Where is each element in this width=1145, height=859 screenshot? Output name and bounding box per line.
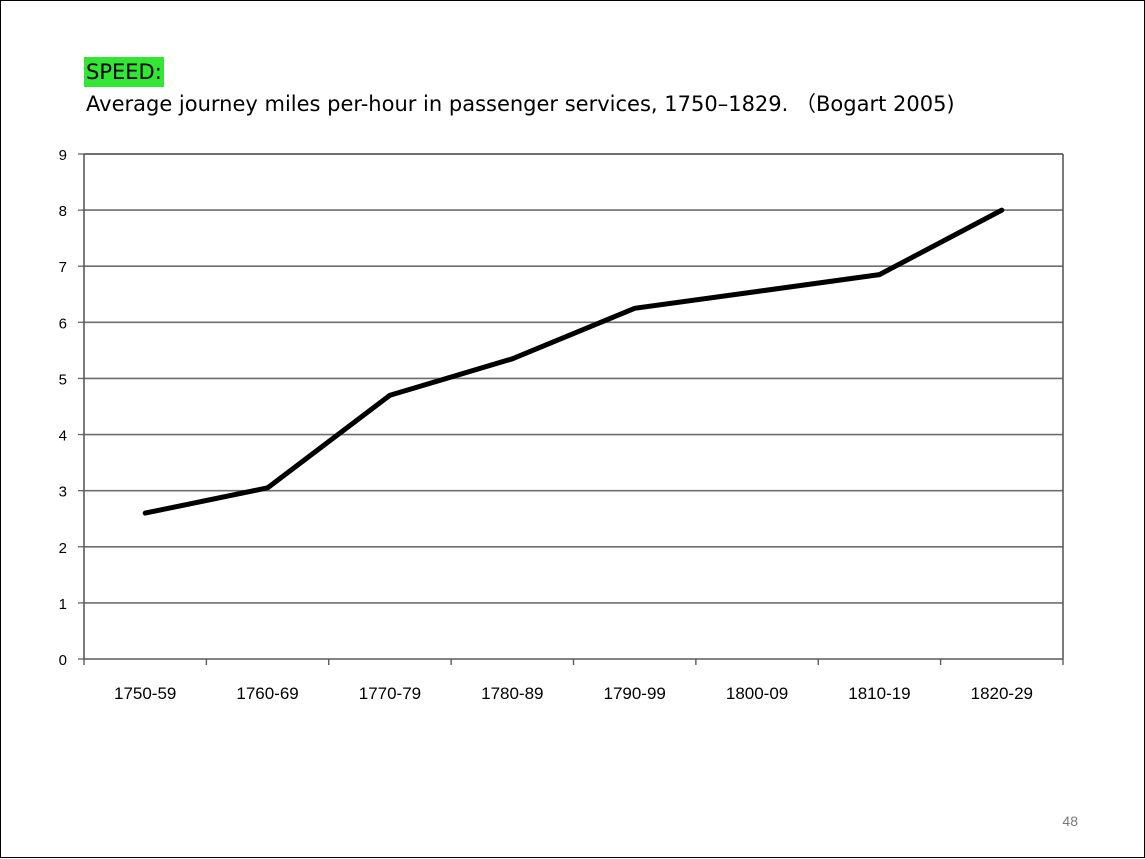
gridlines — [84, 153, 1063, 604]
y-tick-label: 5 — [59, 371, 67, 388]
x-tick-label: 1820-29 — [971, 684, 1033, 703]
x-tick-label: 1810-19 — [848, 684, 910, 703]
x-tick-label: 1750-59 — [114, 684, 176, 703]
slide-heading: SPEED: Average journey miles per-hour in… — [84, 57, 955, 119]
x-tick-label: 1770-79 — [359, 684, 421, 703]
chart-subtitle: Average journey miles per-hour in passen… — [86, 92, 955, 116]
series-line — [142, 207, 1005, 516]
y-tick-label: 6 — [59, 315, 67, 332]
x-tick-label: 1780-89 — [481, 684, 543, 703]
y-tick-label: 4 — [59, 428, 67, 445]
x-tick-labels: 1750-59 1760-69 1770-79 1780-89 1790-99 1800-… — [114, 684, 1033, 703]
y-tick-labels: 0 1 2 3 4 5 6 7 8 9 — [59, 147, 67, 669]
y-tick-label: 9 — [59, 147, 67, 164]
x-tick-label: 1790-99 — [603, 684, 665, 703]
y-tick-label: 8 — [59, 203, 67, 220]
series — [142, 207, 1005, 516]
speed-label: SPEED: — [84, 57, 164, 87]
page-number: 48 — [1062, 813, 1078, 829]
axes — [78, 153, 1064, 665]
y-tick-label: 2 — [59, 540, 67, 557]
x-tick-label: 1760-69 — [236, 684, 298, 703]
y-tick-label: 0 — [59, 652, 67, 669]
y-tick-label: 7 — [59, 259, 67, 276]
y-tick-label: 3 — [59, 484, 67, 501]
y-tick-label: 1 — [59, 596, 67, 613]
x-tick-label: 1800-09 — [726, 684, 788, 703]
